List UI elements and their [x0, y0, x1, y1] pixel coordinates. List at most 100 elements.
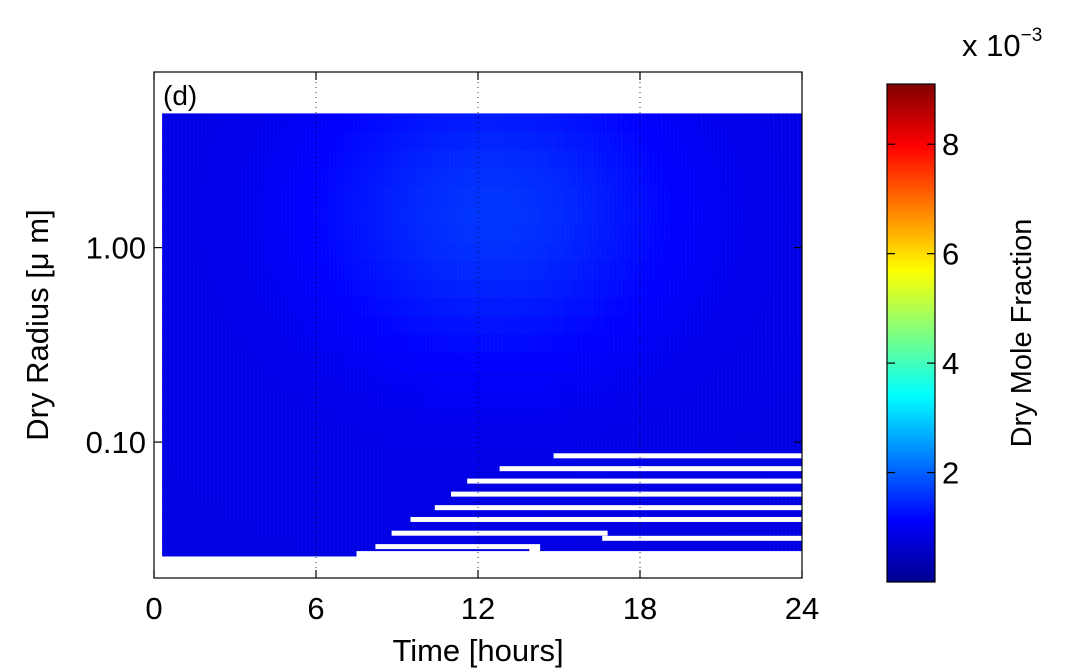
heatmap-cell — [690, 463, 695, 483]
heatmap-cell — [422, 482, 427, 502]
heatmap-cell — [574, 408, 579, 428]
heatmap-cell — [358, 371, 363, 391]
heatmap-cell — [426, 334, 431, 354]
heatmap-cell — [378, 426, 383, 446]
heatmap-cell — [346, 334, 351, 354]
heatmap-cell — [550, 426, 555, 446]
heatmap-cell — [746, 334, 751, 354]
heatmap-cell — [418, 482, 423, 502]
heatmap-cell — [230, 353, 235, 373]
heatmap-cell — [746, 150, 751, 170]
heatmap-cell — [290, 279, 295, 299]
heatmap-cell — [254, 445, 259, 465]
heatmap-cell — [346, 224, 351, 244]
heatmap-cell — [358, 500, 363, 520]
heatmap-cell — [374, 150, 379, 170]
heatmap-cell — [774, 297, 779, 317]
heatmap-cell — [710, 131, 715, 151]
heatmap-cell — [718, 426, 723, 446]
heatmap-cell — [662, 537, 667, 557]
heatmap-cell — [774, 150, 779, 170]
heatmap-cell — [338, 205, 343, 225]
heatmap-cell — [766, 224, 771, 244]
heatmap-cell — [754, 260, 759, 280]
heatmap-cell — [550, 371, 555, 391]
heatmap-cell — [622, 113, 627, 133]
heatmap-cell — [478, 260, 483, 280]
heatmap-cell — [546, 353, 551, 373]
heatmap-cell — [614, 389, 619, 409]
heatmap-cell — [442, 279, 447, 299]
heatmap-cell — [690, 334, 695, 354]
heatmap-cell — [478, 518, 483, 539]
heatmap-cell — [590, 408, 595, 428]
heatmap-cell — [634, 113, 639, 133]
heatmap-cell — [610, 408, 615, 428]
heatmap-cell — [682, 187, 687, 207]
heatmap-cell — [458, 205, 463, 225]
heatmap-cell — [226, 297, 231, 317]
heatmap-cell — [710, 150, 715, 170]
heatmap-cell — [250, 242, 255, 262]
heatmap-cell — [686, 242, 691, 262]
heatmap-cell — [222, 224, 227, 244]
heatmap-cell — [438, 242, 443, 262]
heatmap-cell — [530, 297, 535, 317]
heatmap-cell — [258, 260, 263, 280]
heatmap-cell — [470, 205, 475, 225]
heatmap-cell — [214, 260, 219, 280]
heatmap-cell — [354, 463, 359, 483]
heatmap-cell — [770, 389, 775, 409]
heatmap-cell — [246, 242, 251, 262]
heatmap-cell — [390, 279, 395, 299]
heatmap-cell — [490, 389, 495, 409]
heatmap-cell — [762, 168, 767, 188]
heatmap-cell — [206, 150, 211, 170]
heatmap-cell — [206, 482, 211, 502]
heatmap-cell — [218, 297, 223, 317]
heatmap-cell — [362, 518, 367, 539]
heatmap-cell — [742, 279, 747, 299]
heatmap-cell — [206, 389, 211, 409]
heatmap-cell — [782, 242, 787, 262]
heatmap-cell — [266, 518, 271, 539]
heatmap-cell — [270, 131, 275, 151]
heatmap-cell — [262, 205, 267, 225]
heatmap-cell — [398, 187, 403, 207]
heatmap-cell — [274, 353, 279, 373]
heatmap-cell — [238, 131, 243, 151]
heatmap-cell — [706, 334, 711, 354]
heatmap-cell — [790, 334, 795, 354]
heatmap-cell — [398, 316, 403, 336]
heatmap-cell — [766, 187, 771, 207]
heatmap-cell — [710, 389, 715, 409]
heatmap-cell — [778, 518, 783, 539]
heatmap-cell — [710, 205, 715, 225]
heatmap-cell — [250, 279, 255, 299]
heatmap-cell — [702, 187, 707, 207]
heatmap-cell — [630, 389, 635, 409]
heatmap-cell — [350, 168, 355, 188]
heatmap-cell — [186, 334, 191, 354]
heatmap-cell — [442, 242, 447, 262]
heatmap-cell — [794, 537, 799, 557]
heatmap-cell — [222, 279, 227, 299]
heatmap-cell — [338, 316, 343, 336]
heatmap-cell — [518, 408, 523, 428]
heatmap-cell — [342, 353, 347, 373]
heatmap-cell — [230, 131, 235, 151]
heatmap-cell — [258, 279, 263, 299]
heatmap-cell — [450, 131, 455, 151]
heatmap-cell — [626, 353, 631, 373]
heatmap-cell — [202, 260, 207, 280]
heatmap-cell — [686, 389, 691, 409]
heatmap-cell — [734, 150, 739, 170]
heatmap-cell — [614, 205, 619, 225]
heatmap-cell — [482, 463, 487, 483]
heatmap-cell — [722, 279, 727, 299]
heatmap-cell — [750, 150, 755, 170]
heatmap-cell — [454, 150, 459, 170]
heatmap-cell — [418, 297, 423, 317]
heatmap-cell — [782, 187, 787, 207]
heatmap-cell — [358, 224, 363, 244]
